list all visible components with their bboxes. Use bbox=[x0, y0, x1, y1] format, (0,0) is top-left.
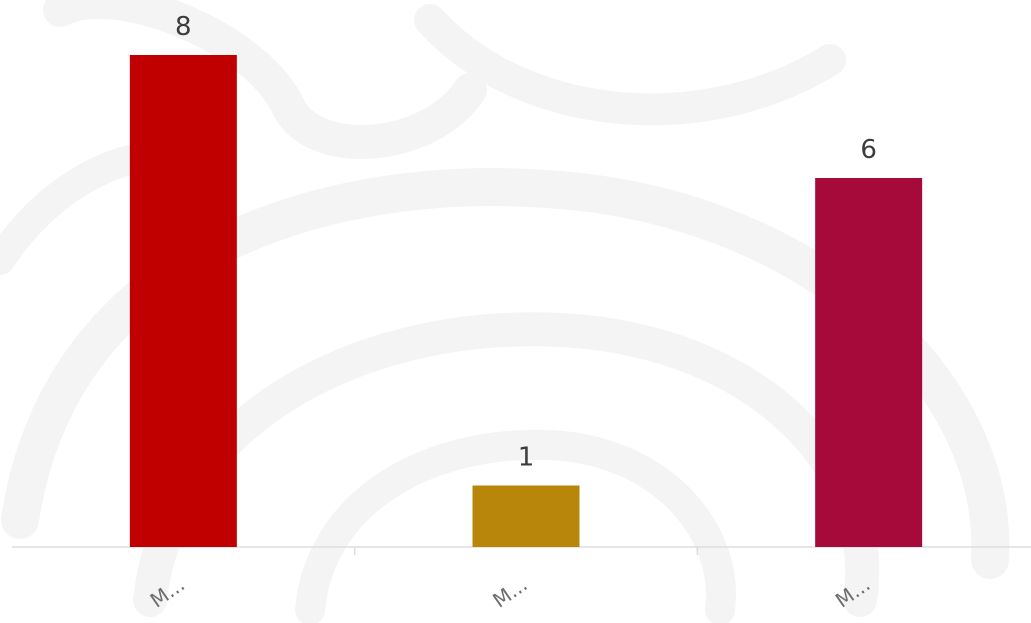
bars-group bbox=[129, 55, 923, 548]
data-labels-group: 8 1 6 bbox=[175, 12, 877, 473]
x-tick-label: M... bbox=[146, 572, 190, 612]
watermark-arc-top bbox=[43, 0, 487, 159]
watermark-arc-left bbox=[0, 145, 145, 275]
bar-value-label: 8 bbox=[175, 12, 192, 42]
bar[interactable] bbox=[129, 55, 237, 547]
watermark-arc-outer bbox=[1, 168, 1010, 579]
x-axis-ticks bbox=[353, 547, 699, 555]
bar-value-label: 6 bbox=[860, 135, 877, 165]
bar[interactable] bbox=[472, 485, 580, 548]
watermark-arc-top-right bbox=[414, 4, 846, 126]
x-tick-labels-group: M... M... M... bbox=[146, 572, 875, 612]
bar-value-label: 1 bbox=[518, 443, 535, 473]
watermark-arc-inner bbox=[295, 429, 736, 623]
x-tick-label: M... bbox=[831, 572, 875, 612]
bar[interactable] bbox=[815, 178, 923, 547]
x-tick-label: M... bbox=[488, 572, 532, 612]
